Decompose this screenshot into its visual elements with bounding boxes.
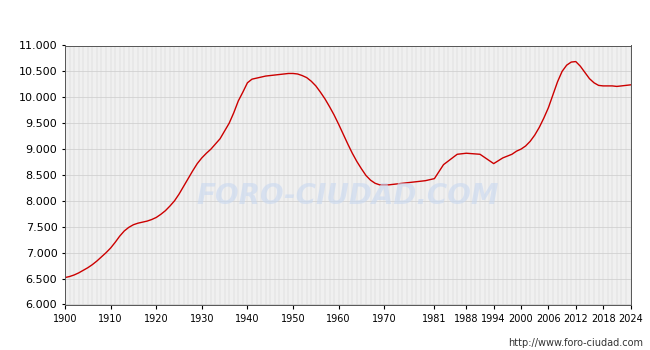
Text: FORO-CIUDAD.COM: FORO-CIUDAD.COM	[196, 182, 499, 210]
Text: Calasparra (Municipio) - Evolucion del numero de Habitantes: Calasparra (Municipio) - Evolucion del n…	[102, 10, 548, 25]
Text: http://www.foro-ciudad.com: http://www.foro-ciudad.com	[508, 338, 644, 348]
